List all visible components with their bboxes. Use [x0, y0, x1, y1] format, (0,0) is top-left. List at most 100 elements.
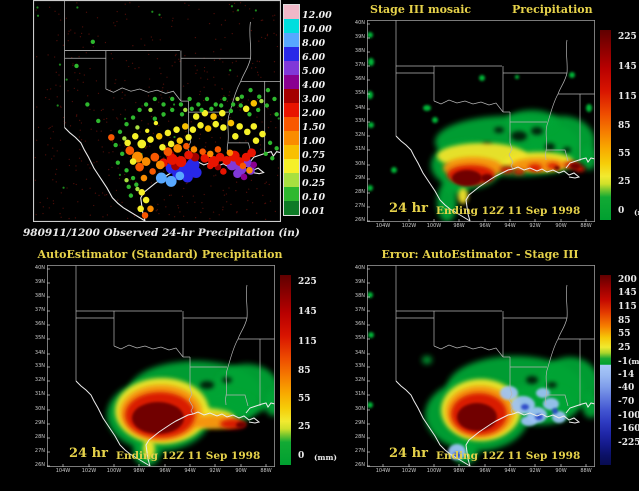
- lat-tick-label: 38N: [354, 293, 365, 299]
- colorbar-label: 85: [298, 366, 311, 376]
- stage3-title-left: Stage III mosaic: [370, 3, 472, 16]
- colorbar-label: 0: [618, 206, 625, 217]
- error-duration: 24 hr: [389, 446, 428, 461]
- field-map-svg: [367, 20, 595, 222]
- stage3-title-right: Precipitation: [512, 3, 593, 16]
- lat-tick-label: 40N: [354, 20, 365, 26]
- observed-colorbar-segment: [284, 117, 299, 131]
- lat-tick-label: 33N: [34, 363, 45, 369]
- observed-colorbar-label: 0.25: [302, 178, 326, 189]
- observed-colorbar-label: 12.00: [302, 10, 332, 21]
- lon-tick-label: 94W: [504, 468, 516, 474]
- panel-error: Error: AutoEstimator - Stage III 24 hr E…: [320, 245, 639, 491]
- observed-colorbar-label: 10.00: [302, 24, 332, 35]
- lon-tick-label: 100W: [106, 468, 122, 474]
- lat-tick-label: 29N: [34, 420, 45, 426]
- error-colorbar: [600, 275, 611, 465]
- panel-stage3: Stage III mosaic Precipitation 24 hr End…: [320, 0, 639, 245]
- state-borders: [395, 265, 595, 467]
- field-map-svg: [47, 265, 275, 467]
- observed-colorbar-segment: [284, 61, 299, 75]
- colorbar-label: 225: [298, 276, 317, 287]
- observed-colorbar-segment: [284, 33, 299, 47]
- autoestimator-duration: 24 hr: [69, 446, 108, 461]
- colorbar-label: -40: [618, 383, 635, 394]
- autoestimator-colorbar: [280, 275, 291, 465]
- lat-tick-label: 29N: [354, 175, 365, 181]
- lat-tick-label: 37N: [34, 307, 45, 313]
- lon-tick-label: 88W: [260, 468, 272, 474]
- colorbar-unit: (mm): [628, 357, 639, 367]
- state-borders: [64, 0, 281, 222]
- lat-tick-label: 37N: [354, 307, 365, 313]
- observed-colorbar-segment: [284, 19, 299, 33]
- observed-colorbar-label: 4.00: [302, 80, 326, 91]
- panel-observed: 12.00 10.00 8.00 6.00 5.00 4.00 3.00 2.00 1.50 1.…: [0, 0, 332, 245]
- colorbar-label: -1(mm): [618, 357, 639, 367]
- colorbar-unit: (mm): [314, 453, 337, 463]
- lat-tick-label: 34N: [34, 350, 45, 356]
- lon-tick-label: 102W: [81, 468, 97, 474]
- lon-tick-label: 90W: [555, 223, 567, 229]
- lat-tick-label: 28N: [354, 434, 365, 440]
- lat-tick-label: 38N: [354, 48, 365, 54]
- colorbar-label: 55: [618, 149, 631, 160]
- colorbar-label: -14: [618, 369, 635, 380]
- lon-tick-label: 96W: [159, 468, 171, 474]
- lon-tick-label: 96W: [479, 223, 491, 229]
- stage3-duration: 24 hr: [389, 201, 428, 216]
- observed-map-svg: [33, 0, 281, 222]
- error-title: Error: AutoEstimator - Stage III: [381, 248, 579, 261]
- colorbar-label: 225: [618, 31, 637, 42]
- observed-colorbar-label: 0.10: [302, 192, 326, 203]
- lon-tick-label: 102W: [401, 223, 417, 229]
- colorbar-label: 85: [618, 315, 631, 326]
- observed-colorbar-label: 3.00: [302, 94, 326, 105]
- lon-tick-label: 96W: [479, 468, 491, 474]
- observed-colorbar-segment: [284, 159, 299, 173]
- observed-colorbar-label: 0.01: [302, 206, 326, 217]
- state-borders: [395, 20, 595, 222]
- lat-tick-label: 36N: [34, 321, 45, 327]
- colorbar-label: 145: [618, 288, 637, 299]
- observed-colorbar-segment: [284, 187, 299, 201]
- lon-tick-label: 100W: [426, 468, 442, 474]
- autoestimator-title: AutoEstimator (Standard) Precipitation: [37, 248, 283, 261]
- observed-caption: 980911/1200 Observed 24-hr Precipitation…: [23, 227, 300, 239]
- lon-tick-label: 90W: [555, 468, 567, 474]
- observed-colorbar-segment: [284, 89, 299, 103]
- lon-tick-label: 90W: [235, 468, 247, 474]
- precip-field: [367, 292, 595, 464]
- colorbar-label: 145: [618, 62, 637, 73]
- map-frame: [367, 20, 595, 222]
- lat-tick-label: 40N: [34, 265, 45, 271]
- lon-tick-label: 98W: [133, 468, 145, 474]
- lat-tick-label: 33N: [354, 363, 365, 369]
- observed-colorbar-label: 2.00: [302, 108, 326, 119]
- lon-tick-label: 94W: [184, 468, 196, 474]
- error-map: 24 hr Ending 12Z 11 Sep 1998: [367, 265, 595, 467]
- lat-tick-label: 26N: [34, 462, 45, 468]
- lat-tick-label: 31N: [354, 391, 365, 397]
- lat-tick-label: 28N: [34, 434, 45, 440]
- lat-tick-label: 33N: [354, 118, 365, 124]
- observed-colorbar-label: 0.50: [302, 164, 326, 175]
- colorbar-label: -70: [618, 397, 635, 407]
- observed-colorbar-segment: [284, 201, 299, 215]
- lat-tick-label: 38N: [34, 293, 45, 299]
- lon-tick-label: 94W: [504, 223, 516, 229]
- lat-tick-label: 31N: [354, 146, 365, 152]
- colorbar-label: -160: [618, 424, 639, 435]
- lat-tick-label: 32N: [34, 377, 45, 383]
- lat-tick-label: 30N: [354, 406, 365, 412]
- colorbar-label: 115: [618, 91, 637, 102]
- lat-tick-label: 26N: [354, 462, 365, 468]
- lon-tick-label: 104W: [375, 223, 391, 229]
- observed-colorbar-segment: [284, 173, 299, 187]
- lat-tick-label: 29N: [354, 420, 365, 426]
- autoestimator-map: 24 hr Ending 12Z 11 Sep 1998: [47, 265, 275, 467]
- precip-field: [107, 361, 275, 466]
- observed-colorbar-segment: [284, 75, 299, 89]
- colorbar-label: 55: [618, 329, 631, 340]
